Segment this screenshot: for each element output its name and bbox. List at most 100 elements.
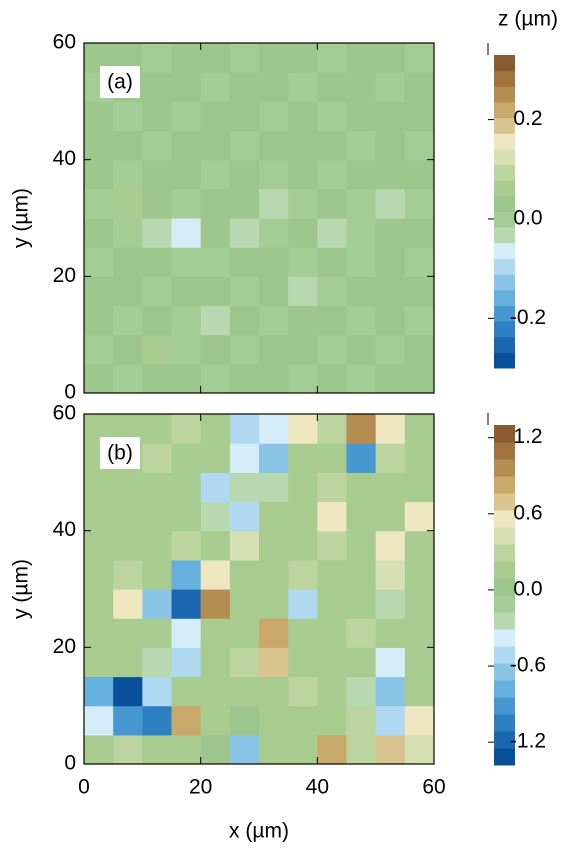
y-tick-label: 60 [53,31,76,54]
y-tick-label: 40 [53,147,76,170]
cell [404,101,434,132]
cell [259,705,289,736]
cell [142,676,173,707]
cell [346,443,377,473]
cell [142,247,173,277]
cell [171,530,202,561]
cell [200,501,231,532]
cell [113,218,143,248]
cell [375,72,406,102]
cell [346,276,377,307]
cell [259,734,289,764]
cell [404,305,434,336]
plot-frame [83,413,435,765]
cell [113,589,143,619]
cell [142,159,173,190]
cell [346,305,377,336]
cell [288,734,318,764]
cell [200,72,231,102]
cell [404,647,434,678]
cell [346,501,377,532]
cell [113,559,143,590]
cell [346,414,377,444]
y-tick-label: 40 [53,518,76,541]
cell [375,530,406,561]
cell [84,130,114,161]
cell [200,101,231,132]
cell [375,472,406,503]
colorbar-step [494,748,515,766]
colorbar-step [494,510,515,528]
colorbar-step [494,195,515,212]
cell [84,363,114,393]
cell [259,130,289,161]
plot-frame [83,42,435,394]
cell [200,559,231,590]
cell [171,334,202,365]
cell [317,501,348,532]
cell [229,247,260,277]
cell [259,43,289,73]
cell [200,705,231,736]
cell [404,159,434,190]
cell [375,247,406,277]
cell [84,472,114,503]
cell [317,218,348,248]
colorbar-step [494,352,515,369]
cell [113,159,143,190]
colorbar-step [494,117,515,134]
cell [346,647,377,678]
cell [142,218,173,248]
field [84,43,434,393]
cell [84,334,114,365]
cell [404,676,434,707]
colorbar-tick-label: 0.0 [513,206,542,229]
cell [346,618,377,648]
colorbar-step [494,70,515,87]
colorbar-step [494,227,515,244]
cell [229,130,260,161]
cell [404,188,434,219]
cell [404,501,434,532]
cell [259,618,289,648]
colorbar-step [494,289,515,306]
cell [317,559,348,590]
cell [113,647,143,678]
colorbar-step [494,321,515,338]
cell [142,276,173,307]
cell [200,188,231,219]
cell [375,101,406,132]
cell [171,305,202,336]
cell [317,130,348,161]
colorbar-step [494,180,515,197]
colorbar-step [494,714,515,732]
colorbar-step [494,578,515,596]
colorbar-step [494,442,515,460]
cell [142,647,173,678]
colorbar-step [494,101,515,119]
cell [200,218,231,248]
cell [113,676,143,707]
colorbar-tick-label: -0.6 [510,654,546,677]
cell [288,334,318,365]
cell [346,559,377,590]
cell [229,618,260,648]
y-tick-label: 60 [53,402,76,425]
colorbar-tick-label: 0.2 [513,107,542,130]
cell [84,734,114,764]
colorbar-step [494,544,515,562]
cell [259,589,289,619]
cell [142,559,173,590]
cell [142,72,173,102]
x-tick-label: 40 [306,776,329,799]
cell [346,589,377,619]
cell [113,472,143,503]
cell [142,334,173,365]
cell [404,363,434,393]
colorbar-step [494,86,515,103]
panel-label: (b) [107,442,133,465]
cell [375,159,406,190]
cell [171,43,202,73]
cell [404,705,434,736]
colorbar-step [494,697,515,715]
